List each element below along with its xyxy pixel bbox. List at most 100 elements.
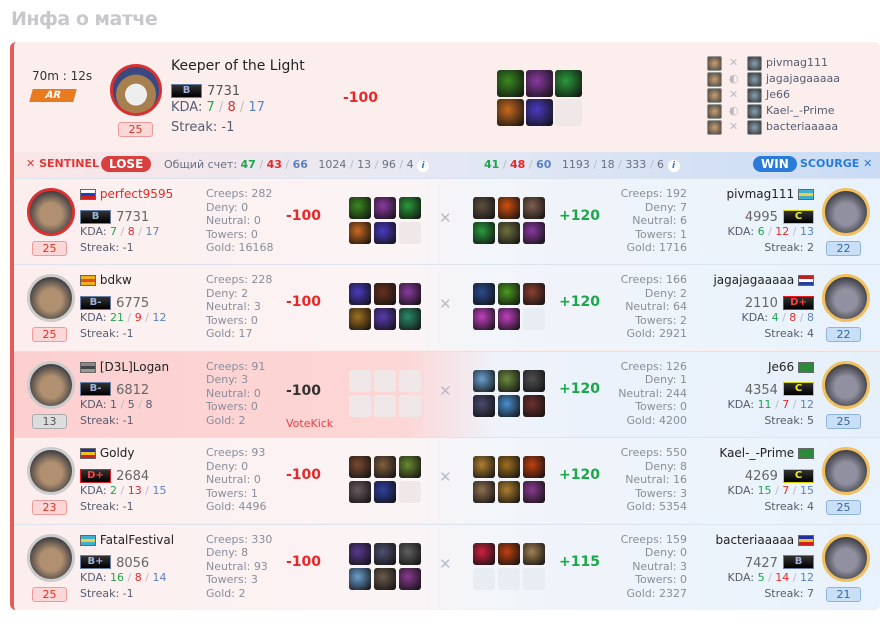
player-name-text[interactable]: Kael-_-Prime: [719, 446, 795, 461]
item-slot[interactable]: [473, 394, 495, 417]
item-slot[interactable]: [374, 456, 396, 479]
empty-item-slot[interactable]: [349, 394, 371, 417]
hero-avatar[interactable]: [27, 533, 75, 582]
item-slot[interactable]: [523, 542, 545, 565]
info-icon[interactable]: i: [667, 160, 680, 172]
hero-avatar[interactable]: [27, 188, 75, 236]
item-slot[interactable]: [523, 456, 545, 479]
item-slot[interactable]: [523, 283, 545, 306]
item-slot[interactable]: [498, 283, 520, 306]
item-slot[interactable]: [498, 222, 520, 244]
roster-scourge-player[interactable]: jagajagaaaaa: [766, 72, 841, 85]
item-slot[interactable]: [473, 542, 495, 565]
empty-item-slot[interactable]: [399, 369, 421, 392]
item-slot[interactable]: [473, 308, 495, 331]
item-slot[interactable]: [498, 456, 520, 479]
item-slot[interactable]: [523, 222, 545, 244]
item-slot[interactable]: [349, 456, 371, 479]
item-slot[interactable]: [349, 197, 371, 219]
item-slot[interactable]: [498, 369, 520, 392]
hero-avatar[interactable]: [822, 533, 870, 582]
item-slot[interactable]: [497, 70, 524, 97]
hero-avatar[interactable]: [27, 274, 75, 323]
player-name[interactable]: Goldy: [80, 446, 135, 460]
item-slot[interactable]: [399, 456, 421, 479]
item-slot[interactable]: [399, 283, 421, 306]
player-name-text[interactable]: perfect9595: [99, 187, 174, 201]
item-slot[interactable]: [473, 369, 495, 392]
roster-scourge-player[interactable]: Kael-_-Prime: [766, 104, 835, 117]
player-name-text[interactable]: Je66: [767, 359, 795, 374]
item-slot[interactable]: [399, 308, 421, 331]
player-name-text[interactable]: [D3L]Logan: [99, 359, 170, 374]
item-slot[interactable]: [498, 308, 520, 331]
player-name-text[interactable]: FatalFestival: [99, 532, 175, 547]
item-slot[interactable]: [497, 99, 524, 126]
empty-item-slot[interactable]: [399, 222, 421, 244]
player-name[interactable]: Kael-_-Prime: [719, 446, 814, 460]
hero-avatar[interactable]: [822, 274, 870, 323]
hero-avatar[interactable]: [822, 188, 870, 236]
item-slot[interactable]: [374, 283, 396, 306]
player-name-text[interactable]: Goldy: [99, 446, 135, 461]
player-name[interactable]: pivmag111: [727, 187, 814, 201]
player-name[interactable]: bdkw: [80, 273, 132, 287]
item-slot[interactable]: [473, 197, 495, 219]
player-name[interactable]: [D3L]Logan: [80, 360, 169, 374]
item-slot[interactable]: [349, 308, 371, 331]
item-slot[interactable]: [523, 481, 545, 504]
item-slot[interactable]: [399, 542, 421, 565]
item-slot[interactable]: [526, 70, 553, 97]
empty-item-slot[interactable]: [399, 481, 421, 504]
item-slot[interactable]: [555, 70, 582, 97]
empty-item-slot[interactable]: [523, 567, 545, 590]
item-slot[interactable]: [498, 394, 520, 417]
player-name[interactable]: perfect9595: [80, 187, 173, 201]
empty-item-slot[interactable]: [498, 567, 520, 590]
item-slot[interactable]: [473, 222, 495, 244]
empty-item-slot[interactable]: [473, 567, 495, 590]
roster-scourge-player[interactable]: Je66: [766, 88, 791, 101]
item-slot[interactable]: [523, 197, 545, 219]
item-slot[interactable]: [374, 308, 396, 331]
item-slot[interactable]: [374, 222, 396, 244]
player-name[interactable]: FatalFestival: [80, 533, 174, 547]
roster-scourge-player[interactable]: bacteriaaaaa: [766, 120, 839, 133]
empty-item-slot[interactable]: [523, 308, 545, 331]
item-slot[interactable]: [523, 369, 545, 392]
item-slot[interactable]: [498, 542, 520, 565]
hero-avatar[interactable]: [822, 360, 870, 409]
empty-item-slot[interactable]: [374, 394, 396, 417]
item-slot[interactable]: [526, 99, 553, 126]
item-slot[interactable]: [374, 567, 396, 590]
hero-avatar[interactable]: [822, 447, 870, 496]
item-slot[interactable]: [349, 222, 371, 244]
hero-avatar[interactable]: [27, 447, 75, 496]
item-slot[interactable]: [349, 481, 371, 504]
item-slot[interactable]: [374, 197, 396, 219]
empty-item-slot[interactable]: [374, 369, 396, 392]
item-slot[interactable]: [349, 542, 371, 565]
player-name-text[interactable]: jagajagaaaaa: [713, 273, 795, 288]
item-slot[interactable]: [374, 481, 396, 504]
item-slot[interactable]: [473, 456, 495, 479]
player-name[interactable]: Je66: [768, 360, 814, 374]
item-slot[interactable]: [399, 197, 421, 219]
empty-item-slot[interactable]: [555, 99, 582, 126]
item-slot[interactable]: [374, 542, 396, 565]
item-slot[interactable]: [473, 481, 495, 504]
item-slot[interactable]: [523, 394, 545, 417]
empty-item-slot[interactable]: [399, 394, 421, 417]
item-slot[interactable]: [498, 197, 520, 219]
item-slot[interactable]: [349, 567, 371, 590]
hero-avatar[interactable]: [27, 360, 75, 409]
empty-item-slot[interactable]: [349, 369, 371, 392]
player-name-text[interactable]: bdkw: [99, 273, 132, 288]
info-icon[interactable]: i: [417, 160, 430, 172]
player-name-text[interactable]: bacteriaaaaa: [715, 532, 795, 547]
item-slot[interactable]: [399, 567, 421, 590]
roster-scourge-player[interactable]: pivmag111: [766, 56, 828, 69]
player-name[interactable]: bacteriaaaaa: [715, 533, 814, 547]
item-slot[interactable]: [349, 283, 371, 306]
player-name-text[interactable]: pivmag111: [726, 187, 795, 201]
